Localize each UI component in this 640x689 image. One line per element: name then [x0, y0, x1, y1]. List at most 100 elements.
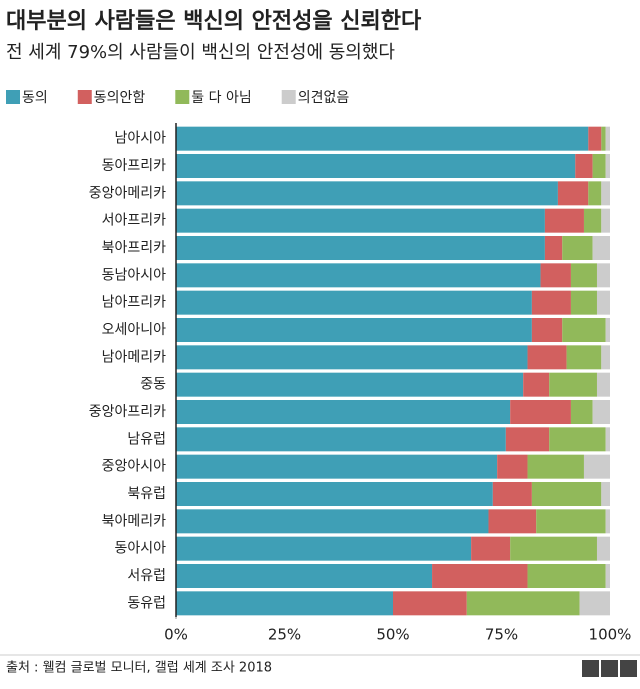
bar-segment	[505, 427, 550, 452]
bar-segment	[176, 400, 511, 424]
y-tick-label: 동아시아	[114, 541, 166, 557]
y-tick-label: 북유럽	[127, 486, 166, 502]
legend-swatch	[175, 90, 190, 104]
y-tick-label: 남유럽	[127, 431, 166, 447]
bar-segment	[544, 236, 563, 260]
y-tick-label: 남아프리카	[102, 295, 167, 311]
y-tick-label: 서아프리카	[102, 213, 167, 229]
bar-segment	[605, 126, 610, 151]
bar-segment	[527, 454, 584, 479]
bar-segment	[176, 154, 576, 178]
y-tick-label: 동유럽	[127, 595, 166, 611]
bar-segment	[176, 454, 498, 479]
bar-segment	[601, 181, 610, 206]
bar-segment	[549, 372, 597, 397]
bar-segment	[579, 591, 610, 616]
logo-box	[582, 660, 599, 677]
legend-label: 동의	[22, 90, 48, 106]
y-tick-label: 중앙아메리카	[89, 185, 166, 201]
bar-segment	[466, 591, 580, 616]
bar-segment	[176, 509, 489, 534]
legend-label: 의견없음	[298, 90, 350, 106]
legend-swatch	[6, 90, 20, 104]
x-tick-label: 0%	[164, 626, 188, 644]
bar-segment	[176, 591, 393, 616]
bar-segment	[570, 290, 597, 315]
bar-segment	[583, 208, 602, 233]
bar-segment	[583, 454, 610, 479]
x-tick-label: 25%	[268, 626, 301, 644]
bar-segment	[575, 154, 593, 178]
y-tick-label: 서유럽	[127, 568, 166, 584]
bar-segment	[176, 372, 524, 397]
x-tick-label: 100%	[589, 626, 632, 644]
legend-label: 둘 다 아님	[191, 90, 251, 106]
bar-segment	[562, 236, 593, 260]
bar-segment	[549, 427, 606, 452]
bar-segment	[176, 536, 472, 561]
bar-segment	[510, 400, 571, 424]
bar-segment	[557, 181, 589, 206]
legend-swatch	[281, 90, 296, 104]
bar-segment	[605, 427, 610, 452]
bar-segment	[432, 564, 528, 588]
logo-box	[620, 660, 637, 677]
bar-segment	[176, 236, 545, 260]
bar-segment	[596, 372, 610, 397]
bar-segment	[544, 208, 584, 233]
bar-segment	[601, 345, 610, 370]
bar-segment	[492, 482, 532, 506]
bar-segment	[601, 208, 610, 233]
bar-segment	[176, 318, 532, 342]
bar-segment	[566, 345, 602, 370]
legend-label: 동의안함	[94, 90, 146, 106]
x-tick-label: 50%	[376, 626, 409, 644]
bar-segment	[176, 427, 506, 452]
bar-segment	[176, 181, 558, 206]
bar-segment	[176, 482, 493, 506]
bar-segment	[605, 564, 610, 588]
bar-segment	[176, 290, 532, 315]
bar-segment	[601, 126, 606, 151]
chart-subtitle: 전 세계 79%의 사람들이 백신의 안전성에 동의했다	[6, 42, 395, 63]
bar-segment	[592, 236, 610, 260]
bar-segment	[176, 126, 589, 151]
y-tick-label: 남아메리카	[102, 349, 167, 365]
y-tick-label: 북아프리카	[102, 240, 167, 256]
bar-segment	[536, 509, 606, 534]
bar-segment	[540, 263, 571, 288]
bar-segment	[605, 318, 610, 342]
bar-segment	[570, 263, 597, 288]
source: 출처 : 웰컴 글로벌 모니터, 갤럽 세계 조사 2018	[6, 661, 272, 676]
bar-segment	[510, 536, 597, 561]
bar-segment	[497, 454, 528, 479]
chart-title: 대부분의 사람들은 백신의 안전성을 신뢰한다	[6, 9, 422, 34]
bar-segment	[601, 482, 610, 506]
bar-segment	[588, 126, 602, 151]
bar-segment	[596, 290, 610, 315]
bar-segment	[176, 263, 541, 288]
bar-segment	[570, 400, 593, 424]
bar-segment	[562, 318, 606, 342]
bar-segment	[527, 564, 606, 588]
bar-segment	[471, 536, 511, 561]
bar-segment	[605, 154, 610, 178]
bar-segment	[596, 536, 610, 561]
bar-segment	[588, 181, 602, 206]
y-tick-label: 동아프리카	[102, 158, 167, 174]
bar-segment	[176, 345, 528, 370]
bar-segment	[592, 154, 606, 178]
bar-segment	[523, 372, 550, 397]
bar-segment	[531, 290, 571, 315]
y-tick-label: 동남아시아	[102, 267, 167, 283]
bar-segment	[531, 482, 602, 506]
bar-segment	[605, 509, 610, 534]
x-tick-label: 75%	[485, 626, 518, 644]
legend-swatch	[77, 90, 92, 104]
y-tick-label: 남아시아	[114, 131, 166, 147]
y-tick-label: 오세아니아	[102, 322, 167, 338]
bar-segment	[488, 509, 537, 534]
logo: BBC	[582, 660, 637, 677]
y-tick-label: 중동	[140, 377, 166, 393]
